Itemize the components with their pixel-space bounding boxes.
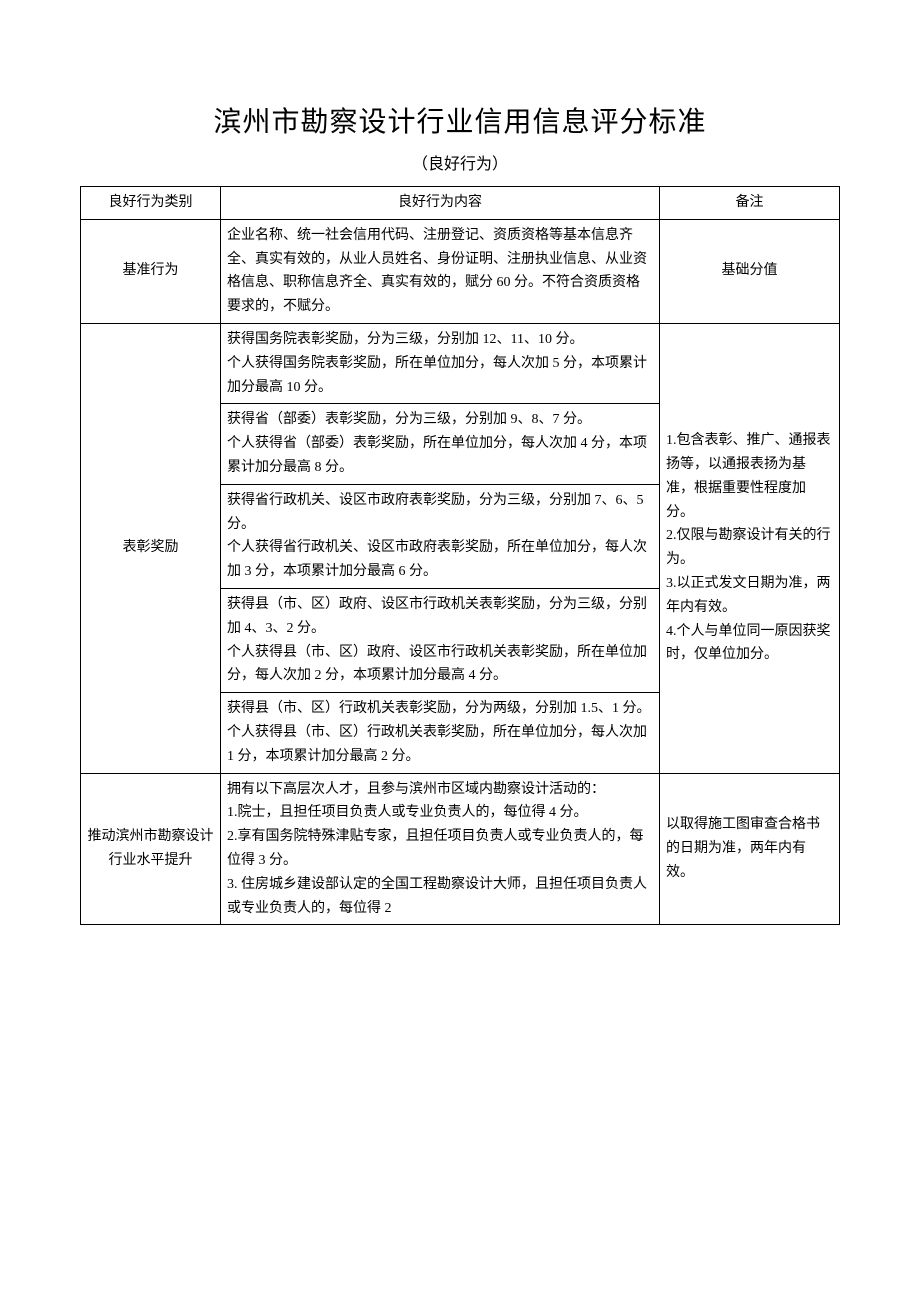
cell-content-award-4: 获得县（市、区）政府、设区市行政机关表彰奖励，分为三级，分别加 4、3、2 分。… [221, 588, 660, 692]
table-row: 表彰奖励 获得国务院表彰奖励，分为三级，分别加 12、11、10 分。个人获得国… [81, 323, 840, 403]
cell-category-baseline: 基准行为 [81, 219, 221, 323]
cell-content-promote: 拥有以下高层次人才，且参与滨州市区域内勘察设计活动的：1.院士，且担任项目负责人… [221, 773, 660, 925]
table-header-row: 良好行为类别 良好行为内容 备注 [81, 187, 840, 220]
page-subtitle: （良好行为） [80, 150, 840, 174]
cell-content-baseline: 企业名称、统一社会信用代码、注册登记、资质资格等基本信息齐全、真实有效的，从业人… [221, 219, 660, 323]
header-content: 良好行为内容 [221, 187, 660, 220]
cell-remark-award: 1.包含表彰、推广、通报表扬等，以通报表扬为基准，根据重要性程度加分。2.仅限与… [660, 323, 840, 773]
page-title: 滨州市勘察设计行业信用信息评分标准 [80, 100, 840, 140]
cell-content-award-2: 获得省（部委）表彰奖励，分为三级，分别加 9、8、7 分。个人获得省（部委）表彰… [221, 404, 660, 484]
cell-remark-baseline: 基础分值 [660, 219, 840, 323]
header-category: 良好行为类别 [81, 187, 221, 220]
table-row: 基准行为 企业名称、统一社会信用代码、注册登记、资质资格等基本信息齐全、真实有效… [81, 219, 840, 323]
cell-category-promote: 推动滨州市勘察设计行业水平提升 [81, 773, 221, 925]
cell-content-award-5: 获得县（市、区）行政机关表彰奖励，分为两级，分别加 1.5、1 分。个人获得县（… [221, 693, 660, 773]
cell-content-award-1: 获得国务院表彰奖励，分为三级，分别加 12、11、10 分。个人获得国务院表彰奖… [221, 323, 660, 403]
table-row: 推动滨州市勘察设计行业水平提升 拥有以下高层次人才，且参与滨州市区域内勘察设计活… [81, 773, 840, 925]
cell-category-award: 表彰奖励 [81, 323, 221, 773]
cell-content-award-3: 获得省行政机关、设区市政府表彰奖励，分为三级，分别加 7、6、5 分。个人获得省… [221, 484, 660, 588]
cell-remark-promote: 以取得施工图审查合格书的日期为准，两年内有效。 [660, 773, 840, 925]
header-remark: 备注 [660, 187, 840, 220]
scoring-table: 良好行为类别 良好行为内容 备注 基准行为 企业名称、统一社会信用代码、注册登记… [80, 186, 840, 925]
